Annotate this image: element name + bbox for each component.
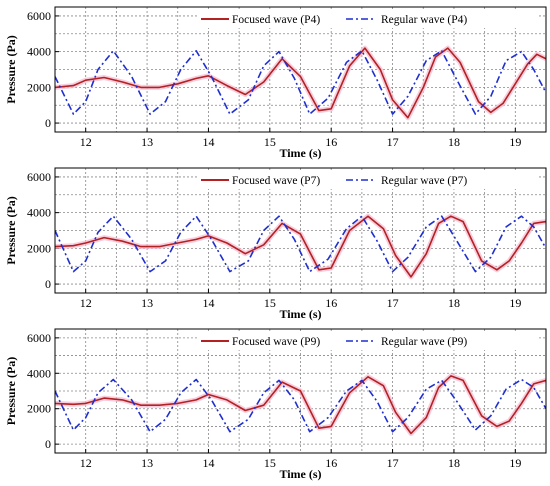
x-axis-title: Time (s) <box>279 307 321 321</box>
x-tick-label: 15 <box>264 296 276 310</box>
legend-label-focused: Focused wave (P4) <box>232 14 320 26</box>
legend-label-focused: Focused wave (P9) <box>232 336 320 348</box>
legend: Focused wave (P9) Regular wave (P9) <box>197 332 539 350</box>
x-tick-label: 18 <box>448 296 460 310</box>
x-tick-label: 19 <box>509 456 521 470</box>
x-tick-label: 12 <box>80 296 92 310</box>
x-tick-label: 14 <box>202 456 214 470</box>
series-line-regular <box>55 49 546 115</box>
y-tick-label: 6000 <box>27 331 51 345</box>
legend-label-regular: Regular wave (P9) <box>381 336 467 348</box>
legend-label-regular: Regular wave (P7) <box>381 175 467 187</box>
y-tick-label: 0 <box>45 116 51 130</box>
x-tick-label: 12 <box>80 135 92 149</box>
series-line-regular <box>55 378 546 433</box>
x-tick-label: 16 <box>325 296 337 310</box>
y-tick-label: 0 <box>45 277 51 291</box>
y-tick-label: 2000 <box>27 80 51 94</box>
series-line-focused <box>55 47 546 119</box>
x-tick-label: 12 <box>80 456 92 470</box>
x-tick-label: 14 <box>202 296 214 310</box>
legend-label-regular: Regular wave (P4) <box>381 14 467 26</box>
plot-frame <box>54 6 547 133</box>
x-tick-label: 18 <box>448 135 460 149</box>
x-tick-label: 17 <box>387 456 399 470</box>
x-tick-label: 19 <box>509 296 521 310</box>
series-line-focused <box>55 215 546 278</box>
chart-panel-1: 12 13 14 15 16 17 18 19 0 2000 4000 6000 Time (s) Pre… <box>4 6 547 160</box>
x-tick-label: 16 <box>325 135 337 149</box>
chart-panel-2: 12 13 14 15 16 17 18 19 0 2000 4000 6000 Time (s) Pre… <box>4 167 547 321</box>
x-tick-label: 16 <box>325 456 337 470</box>
x-axis-title: Time (s) <box>279 467 321 481</box>
y-tick-label: 4000 <box>27 45 51 59</box>
y-tick-label: 2000 <box>27 241 51 255</box>
x-tick-label: 17 <box>387 296 399 310</box>
y-axis-title: Pressure (Pa) <box>4 35 18 104</box>
x-tick-label: 14 <box>202 135 214 149</box>
legend: Focused wave (P4) Regular wave (P4) <box>197 10 539 28</box>
x-tick-label: 19 <box>509 135 521 149</box>
y-tick-label: 6000 <box>27 9 51 23</box>
y-tick-label: 0 <box>45 437 51 451</box>
series-line-regular <box>55 215 546 273</box>
x-axis-title: Time (s) <box>279 146 321 160</box>
y-axis-title: Pressure (Pa) <box>4 196 18 265</box>
y-tick-label: 4000 <box>27 206 51 220</box>
plot-frame <box>54 167 547 294</box>
x-tick-label: 13 <box>141 135 153 149</box>
legend: Focused wave (P7) Regular wave (P7) <box>197 171 539 189</box>
x-tick-label: 13 <box>141 296 153 310</box>
y-tick-label: 2000 <box>27 402 51 416</box>
y-tick-label: 6000 <box>27 170 51 184</box>
y-axis-title: Pressure (Pa) <box>4 357 18 426</box>
series-line-focused <box>55 375 546 435</box>
plot-frame <box>54 328 547 454</box>
x-tick-label: 15 <box>264 135 276 149</box>
x-tick-label: 17 <box>387 135 399 149</box>
x-tick-label: 15 <box>264 456 276 470</box>
x-tick-label: 18 <box>448 456 460 470</box>
y-tick-label: 4000 <box>27 366 51 380</box>
x-tick-label: 13 <box>141 456 153 470</box>
chart-panel-3: 12 13 14 15 16 17 18 19 0 2000 4000 6000 Time (s) Pre… <box>4 328 547 481</box>
legend-label-focused: Focused wave (P7) <box>232 175 320 187</box>
